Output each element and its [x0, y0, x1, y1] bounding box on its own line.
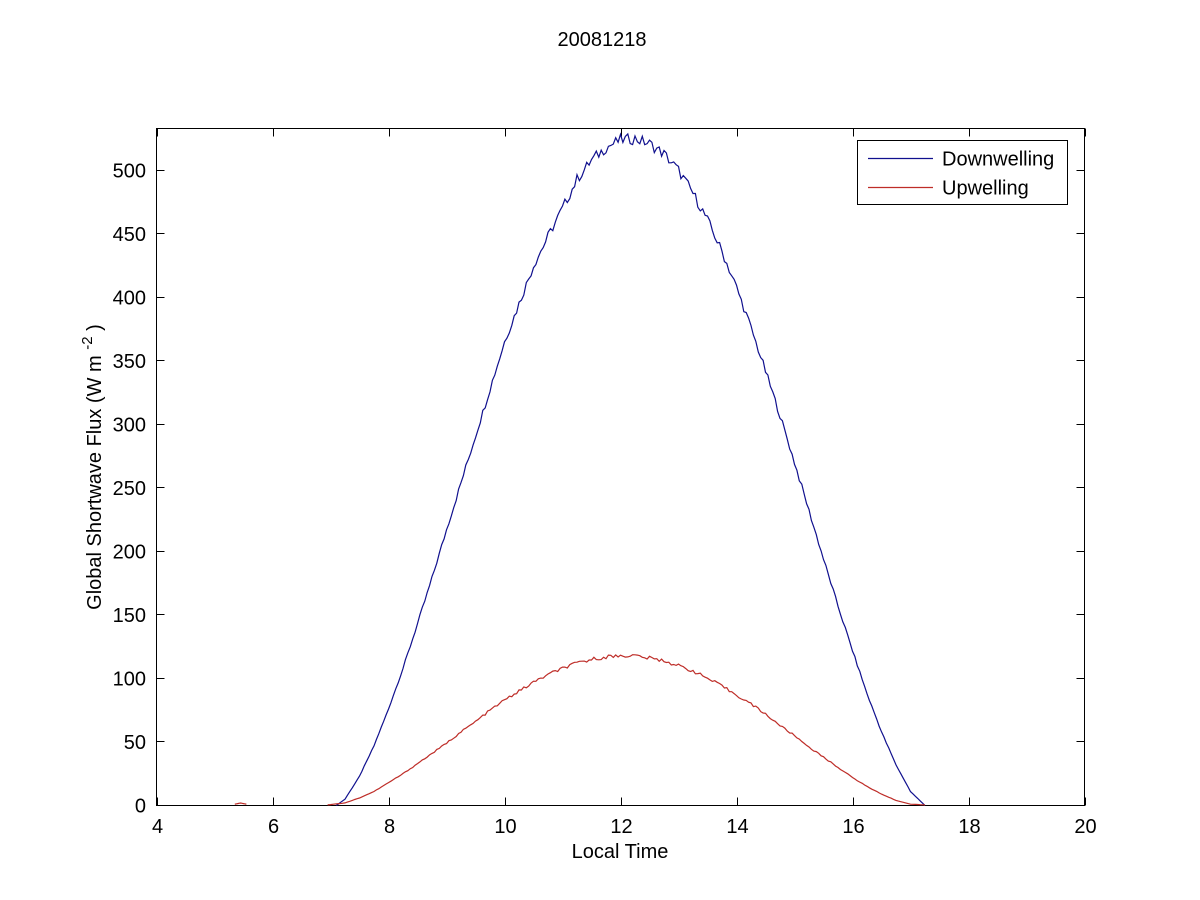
- x-tick-label: 16: [842, 816, 864, 838]
- x-tick-label: 18: [958, 816, 980, 838]
- x-tick-label: 6: [268, 816, 279, 838]
- plot-area: [156, 128, 1085, 806]
- legend-label-downwelling: Downwelling: [942, 149, 1054, 171]
- y-tick-label: 0: [135, 796, 146, 818]
- upwelling-line: [234, 654, 926, 806]
- y-tick-label: 100: [113, 668, 146, 690]
- legend: Downwelling Upwelling: [857, 140, 1068, 205]
- y-tick-label: 200: [113, 541, 146, 563]
- y-axis-ticks: [156, 170, 1085, 806]
- chart-title: 20081218: [558, 29, 647, 51]
- downwelling-line: [335, 132, 926, 806]
- x-axis-label: Local Time: [572, 841, 669, 863]
- y-tick-label: 400: [113, 287, 146, 309]
- y-tick-label: 300: [113, 414, 146, 436]
- series-lines: [234, 132, 926, 806]
- legend-box: [857, 140, 1068, 205]
- x-tick-label: 14: [726, 816, 748, 838]
- x-tick-label: 10: [494, 816, 516, 838]
- y-tick-label: 250: [113, 478, 146, 500]
- y-axis-label-prefix: Global Shortwave Flux (W m: [84, 355, 106, 610]
- x-tick-labels: 4 6 8 10 12 14 16 18 20: [152, 816, 1097, 838]
- y-tick-labels: 0 50 100 150 200 250 300 350 400 450 500: [113, 160, 146, 817]
- y-tick-label: 150: [113, 605, 146, 627]
- x-tick-label: 12: [610, 816, 632, 838]
- y-axis-label-superscript: -2: [79, 336, 96, 349]
- legend-label-upwelling: Upwelling: [942, 178, 1029, 200]
- x-tick-label: 20: [1074, 816, 1096, 838]
- x-tick-label: 4: [152, 816, 163, 838]
- y-axis-label: Global Shortwave Flux (W m -2 ): [75, 324, 106, 610]
- y-tick-label: 350: [113, 351, 146, 373]
- x-tick-label: 8: [384, 816, 395, 838]
- x-axis-ticks: [157, 128, 1086, 806]
- y-tick-label: 450: [113, 224, 146, 246]
- y-tick-label: 500: [113, 160, 146, 182]
- y-tick-label: 50: [124, 732, 146, 754]
- y-axis-label-suffix: ): [84, 324, 106, 331]
